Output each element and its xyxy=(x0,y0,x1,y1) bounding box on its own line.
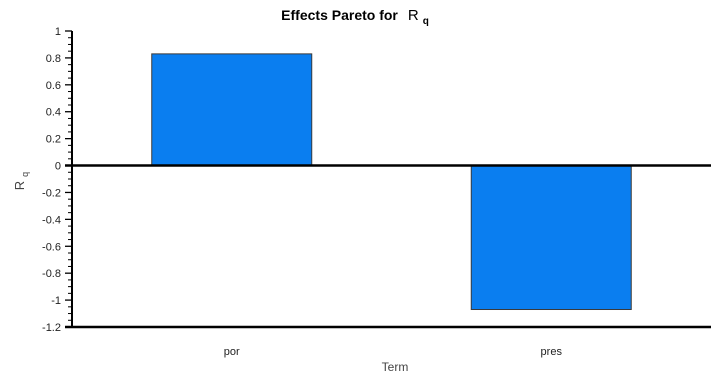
y-tick-label: -0.4 xyxy=(42,214,61,226)
y-axis-label: R q xyxy=(11,172,30,190)
y-tick-label: -0.6 xyxy=(42,241,61,253)
y-tick-label: 0.8 xyxy=(46,53,61,65)
y-tick-label: -0.2 xyxy=(42,187,61,199)
plot-area: por pres 1 0.8 0.6 0.4 0.2 0 -0.2 -0.4 -0.6 -0.8 -1 -… xyxy=(42,26,711,358)
bar-pres xyxy=(470,165,632,311)
x-axis-label: Term xyxy=(382,360,409,374)
y-tick-label: 0.2 xyxy=(46,134,61,146)
x-tick-label-pres: pres xyxy=(541,346,563,358)
y-tick-label: 0 xyxy=(55,161,61,173)
y-tick-label: 1 xyxy=(55,26,61,38)
y-tick-label: -0.8 xyxy=(42,268,61,280)
y-tick-label: 0.6 xyxy=(46,80,61,92)
chart-title: Effects Pareto for R q xyxy=(281,7,429,27)
bar-por xyxy=(151,53,313,167)
y-tick-label: -1 xyxy=(51,295,61,307)
y-tick-label: -1.2 xyxy=(42,322,61,334)
y-tick-label: 0.4 xyxy=(46,107,61,119)
x-tick-label-por: por xyxy=(224,346,240,358)
